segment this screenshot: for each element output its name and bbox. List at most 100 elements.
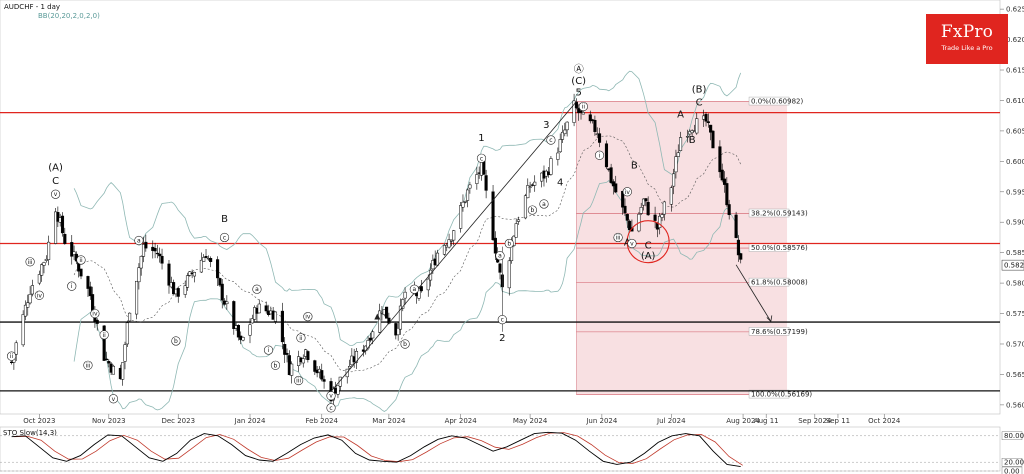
candle-down — [104, 358, 109, 361]
circled-label-ring — [134, 235, 144, 246]
candle-up — [40, 264, 44, 276]
circled-label: iii — [296, 378, 301, 385]
candle-up — [695, 118, 699, 134]
circled-label: i — [71, 283, 73, 290]
candle-up — [30, 285, 34, 295]
trend-arrow-marker — [374, 313, 381, 320]
candle-up — [401, 299, 405, 309]
time-tick-label: Feb 2024 — [306, 417, 339, 425]
stochastic-main-line — [11, 431, 741, 468]
circled-label-ring — [497, 315, 507, 325]
candle-up — [345, 368, 349, 378]
candle-up — [273, 311, 278, 322]
time-tick-label: Aug 11 — [754, 417, 779, 425]
circled-label: b — [507, 241, 511, 248]
circled-label-ring — [83, 360, 93, 370]
circled-label-ring — [303, 311, 313, 322]
time-tick-label: Nov 2023 — [92, 417, 126, 425]
candle-up — [398, 305, 403, 330]
circled-label-ring — [90, 308, 100, 319]
price-tick-label: 0.56500 — [1006, 371, 1024, 379]
candle-up — [301, 358, 305, 364]
price-plot-frame — [0, 0, 1001, 415]
candle-down — [734, 214, 738, 238]
candle-up — [72, 251, 76, 255]
circled-label-ring — [539, 199, 549, 209]
candle-up — [528, 186, 532, 188]
candle-up — [685, 136, 690, 138]
wave-label: 3 — [543, 120, 549, 131]
fibonacci-level-label: 50.0%(0.58576) — [751, 244, 808, 252]
candle-up — [23, 304, 28, 317]
circled-label: i — [268, 347, 270, 354]
circled-label-ring — [527, 205, 538, 215]
candle-up — [290, 363, 294, 376]
circled-label: a — [498, 253, 502, 260]
candle-down — [623, 205, 627, 214]
circled-label: v — [630, 241, 634, 248]
circled-label: iii — [616, 234, 621, 241]
time-tick-label: May 2024 — [513, 417, 548, 425]
candle-up — [475, 174, 479, 184]
candle-down — [597, 133, 602, 143]
candle-up — [185, 275, 190, 288]
candle-down — [63, 233, 67, 244]
candle-down — [368, 337, 372, 341]
candle-down — [628, 220, 632, 230]
candle-up — [336, 385, 340, 395]
circled-label-ring — [476, 153, 487, 163]
candle-down — [285, 353, 289, 355]
candle-up — [447, 239, 451, 248]
price-tick-label: 0.59000 — [1006, 219, 1024, 227]
circled-label: i — [599, 152, 601, 159]
candle-up — [199, 259, 203, 273]
candle-up — [581, 112, 585, 115]
candle-down — [70, 242, 74, 257]
candle-up — [676, 152, 680, 157]
candle-down — [102, 325, 106, 361]
time-axis: Oct 2023 Nov 2023 Dec 2023 Jan 2024 Feb 2024… — [23, 414, 901, 425]
candle-up — [560, 131, 565, 140]
candle-up — [125, 322, 129, 345]
candle-up — [658, 215, 662, 228]
fibonacci-level-label: 0.0%(0.60982) — [751, 98, 803, 106]
candle-up — [572, 100, 576, 123]
candle-down — [176, 288, 180, 297]
candle-up — [563, 129, 567, 135]
circled-label: iv — [305, 314, 311, 321]
wave-label: B — [689, 135, 696, 146]
candle-down — [107, 361, 111, 364]
candle-up — [121, 362, 125, 380]
circled-label: iii — [85, 362, 90, 369]
fibonacci-level-label: 38.2%(0.59143) — [751, 210, 808, 218]
candle-down — [232, 301, 236, 329]
candle-down — [144, 241, 148, 249]
candle-up — [639, 207, 643, 214]
time-tick-label: Sep 2024 — [798, 417, 832, 425]
candle-down — [155, 252, 159, 255]
candle-down — [646, 201, 650, 216]
candle-down — [727, 204, 731, 216]
circled-label-ring — [409, 284, 419, 294]
circled-label-ring — [294, 375, 304, 386]
circled-label-ring — [400, 339, 410, 349]
candle-up — [674, 156, 678, 173]
candle-up — [47, 241, 51, 260]
candle-up — [378, 310, 382, 333]
circled-label: c — [501, 317, 504, 324]
candle-up — [139, 256, 143, 269]
candle-up — [461, 201, 465, 208]
candle-up — [241, 337, 245, 341]
fibonacci-label-box — [748, 96, 790, 106]
circled-label-ring — [76, 255, 86, 265]
candle-down — [218, 278, 222, 286]
circled-label-ring — [594, 150, 605, 160]
circled-label: c — [480, 155, 483, 162]
stochastic-tick-label: 80.00 — [1004, 432, 1024, 440]
wave-label: (A) — [48, 162, 63, 173]
wave-label: 2 — [499, 333, 505, 344]
circled-label-ring — [622, 187, 632, 197]
candle-down — [419, 286, 423, 292]
time-tick-label: Jan 2024 — [234, 417, 266, 425]
candle-down — [216, 259, 220, 279]
